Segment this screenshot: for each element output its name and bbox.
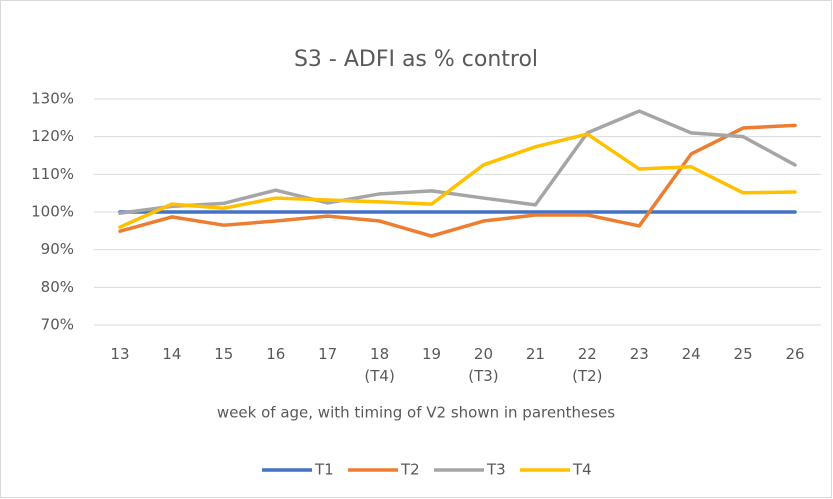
x-tick-label: 13: [110, 345, 130, 363]
legend-label: T3: [486, 461, 506, 479]
series-line: [118, 132, 797, 229]
x-tick-label: 19: [421, 345, 442, 363]
x-tick-label: 16: [266, 345, 286, 363]
x-tick-label: 23: [629, 345, 649, 363]
x-tick-label: 18 (T4): [364, 345, 395, 385]
x-tick-label: 24: [681, 345, 701, 363]
y-tick-label: 90%: [41, 240, 74, 258]
x-axis-title: week of age, with timing of V2 shown in …: [217, 404, 615, 422]
x-tick-label: 25: [733, 345, 753, 363]
y-tick-label: 100%: [31, 203, 74, 221]
x-tick-label: 26: [785, 345, 805, 363]
x-tick-label: 15: [214, 345, 234, 363]
legend-label: T4: [572, 461, 592, 479]
chart-title: S3 - ADFI as % control: [294, 47, 538, 72]
x-tick-label: 17: [318, 345, 338, 363]
x-tick-label: 20 (T3): [468, 345, 499, 385]
x-tick-label: 14: [162, 345, 182, 363]
x-tick-label: 22 (T2): [572, 345, 603, 385]
series-line: [118, 109, 797, 215]
y-tick-label: 110%: [31, 165, 74, 183]
y-tick-label: 120%: [31, 127, 74, 145]
y-tick-label: 70%: [41, 316, 74, 334]
legend-label: T1: [314, 461, 334, 479]
y-tick-label: 130%: [31, 90, 74, 108]
legend-label: T2: [400, 461, 420, 479]
y-tick-label: 80%: [41, 278, 74, 296]
x-tick-label: 21: [525, 345, 545, 363]
